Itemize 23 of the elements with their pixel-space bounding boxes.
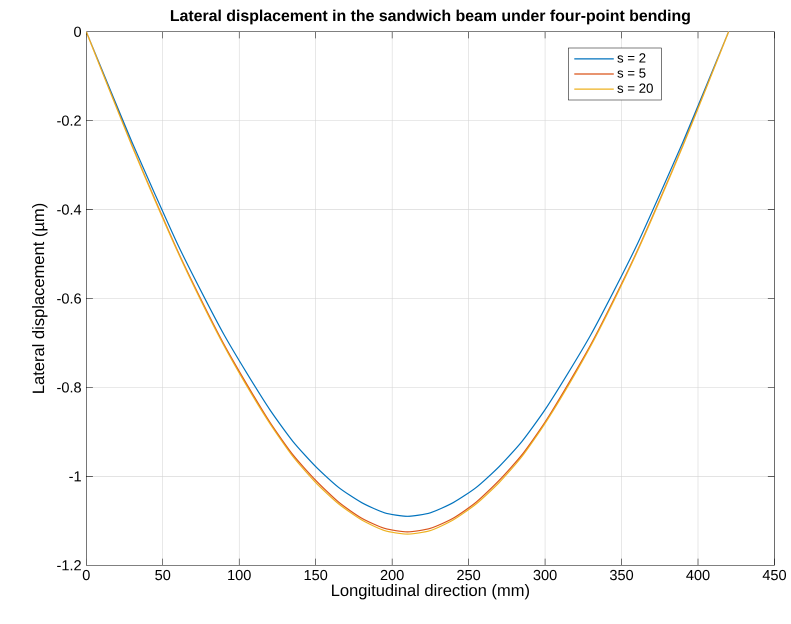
x-tick-label: 350 [610, 570, 634, 580]
x-tick-label: 400 [686, 570, 710, 580]
y-tick-label: 0 [74, 26, 82, 38]
legend-label: s = 20 [617, 84, 653, 93]
y-tick-label: -0.4 [57, 204, 82, 215]
y-axis-title: Lateral displacement (µm) [32, 204, 48, 393]
x-tick-label: 200 [380, 570, 404, 580]
y-tick-label: -1.2 [57, 560, 81, 570]
y-tick-label: -1 [69, 471, 81, 482]
y-tick-label: -0.8 [57, 382, 81, 393]
legend-label: s = 2 [617, 53, 646, 63]
y-tick-label: -0.2 [57, 116, 81, 126]
x-tick-label: 250 [457, 570, 480, 580]
x-tick-label: 450 [762, 570, 786, 580]
chart-title: Lateral displacement in the sandwich beam under four-point bending [170, 10, 690, 25]
x-tick-label: 150 [304, 570, 328, 580]
x-tick-label: 100 [228, 570, 251, 580]
y-tick-label: -0.6 [57, 293, 81, 304]
x-tick-label: 50 [155, 570, 170, 580]
x-axis-title: Longitudinal direction (mm) [332, 584, 529, 600]
x-tick-label: 0 [82, 570, 90, 580]
legend-label: s = 5 [617, 68, 646, 78]
x-tick-label: 300 [533, 570, 557, 580]
